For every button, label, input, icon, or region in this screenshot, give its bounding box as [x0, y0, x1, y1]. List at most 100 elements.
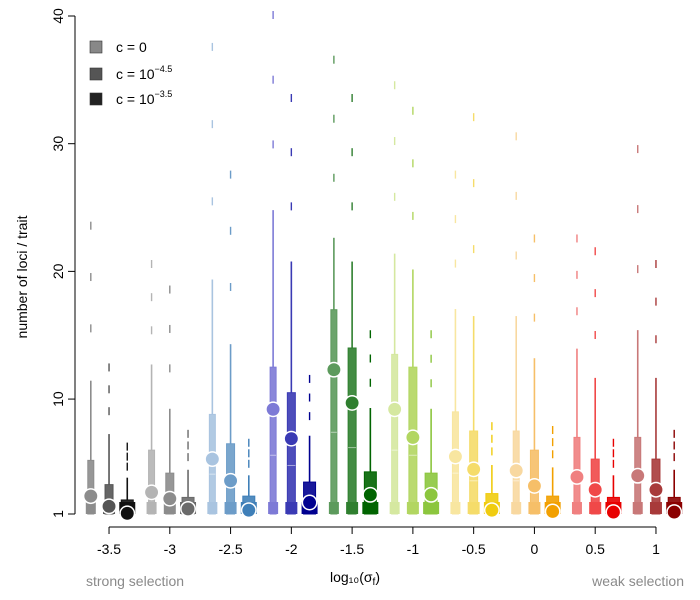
boxplot-group [82, 221, 136, 522]
mean-point [605, 504, 622, 521]
mean-point [483, 502, 500, 519]
box-base [511, 502, 522, 514]
mean-point [283, 430, 300, 447]
y-tick-label: 1 [50, 510, 66, 518]
mean-point [180, 500, 196, 517]
box-base [406, 502, 419, 514]
boxplot-group [325, 55, 379, 515]
mean-point [508, 462, 525, 479]
x-axis-title-main: log₁₀(σ [330, 569, 373, 585]
box-base [528, 502, 541, 514]
mean-point [648, 481, 664, 498]
box-base [450, 502, 461, 514]
boxplot-group [143, 260, 197, 517]
boxplot-group [447, 113, 500, 519]
x-tick-label: -2.5 [219, 541, 243, 557]
box-base [224, 502, 237, 514]
box-base [207, 502, 218, 514]
legend-label: c = 0 [116, 39, 147, 55]
box-base [632, 502, 643, 514]
boxplot-group [508, 132, 561, 520]
mean-point [423, 486, 440, 503]
legend-label-exponent: −3.5 [155, 89, 173, 99]
mean-point [119, 505, 136, 522]
box-base [589, 502, 602, 514]
box [330, 309, 338, 515]
box-base [268, 502, 279, 514]
x-tick-label: 1 [652, 541, 660, 557]
x-tick-label: -3 [164, 541, 177, 557]
y-tick-label: 30 [50, 136, 66, 152]
plot-area [82, 11, 683, 522]
legend-label: c = 10−4.5 [116, 64, 172, 82]
boxplot-group [386, 81, 440, 515]
mean-point [465, 461, 482, 478]
legend-entry: c = 10−3.5 [89, 89, 172, 107]
box-base [467, 502, 480, 514]
boxplot-group [629, 145, 683, 521]
box [391, 353, 399, 515]
mean-point [526, 477, 543, 494]
mean-point [404, 429, 421, 446]
legend-label-base: c = 0 [116, 39, 147, 55]
box-base [423, 502, 440, 514]
box-base [328, 502, 339, 514]
annotation-weak-selection: weak selection [591, 573, 684, 589]
annotation-strong-selection: strong selection [86, 573, 184, 589]
mean-point [666, 504, 683, 521]
y-tick-label: 10 [50, 391, 66, 407]
mean-point [569, 469, 585, 485]
boxplot-group [569, 234, 622, 521]
box [347, 347, 357, 515]
y-axis-title: number of loci / trait [14, 215, 30, 338]
mean-point [544, 503, 561, 520]
mean-point [82, 488, 99, 505]
y-axis: 1 10 20 30 40 [50, 8, 76, 518]
box-base [389, 502, 400, 514]
x-axis-title: log₁₀(σf) [330, 569, 380, 588]
legend-label: c = 10−3.5 [116, 89, 172, 107]
mean-point [161, 490, 178, 507]
mean-point [587, 481, 604, 498]
mean-point [301, 494, 318, 511]
x-tick-label: -1 [407, 541, 420, 557]
x-axis-title-close: ) [375, 569, 380, 585]
mean-point [101, 498, 117, 515]
x-tick-label: -0.5 [462, 541, 486, 557]
box [286, 392, 296, 515]
legend-label-exponent: −4.5 [155, 64, 173, 74]
box-base [146, 502, 157, 514]
x-axis: -3.5 -3 -2.5 -2 -1.5 -1 -0.5 0 0.5 1 [97, 526, 660, 557]
boxplot-group [265, 11, 318, 515]
legend-entry: c = 10−4.5 [89, 64, 172, 82]
mean-point [240, 502, 257, 519]
x-tick-label: -3.5 [97, 541, 121, 557]
mean-point [386, 401, 403, 418]
mean-point [362, 486, 379, 503]
legend-swatch [89, 67, 103, 81]
box-base [362, 502, 379, 514]
x-tick-label: -2 [285, 541, 298, 557]
mean-point [629, 467, 646, 484]
mean-point [143, 484, 160, 501]
box-base [85, 502, 96, 514]
legend-label-base: c = 10 [116, 66, 155, 82]
mean-point [265, 401, 282, 418]
box-base [346, 502, 359, 514]
x-tick-label: -1.5 [340, 541, 364, 557]
x-tick-label: 0 [531, 541, 539, 557]
legend-swatch [89, 92, 103, 106]
legend-swatch [89, 40, 103, 54]
box-base [285, 502, 298, 514]
mean-point [204, 451, 221, 468]
mean-point [344, 394, 361, 411]
legend: c = 0 c = 10−4.5 c = 10−3.5 [89, 39, 172, 107]
box-base [649, 502, 662, 514]
boxplot-group [204, 42, 257, 519]
mean-point [222, 472, 239, 489]
legend-entry: c = 0 [89, 39, 147, 55]
mean-point [447, 448, 464, 465]
y-tick-label: 40 [50, 8, 66, 24]
box [269, 366, 277, 515]
